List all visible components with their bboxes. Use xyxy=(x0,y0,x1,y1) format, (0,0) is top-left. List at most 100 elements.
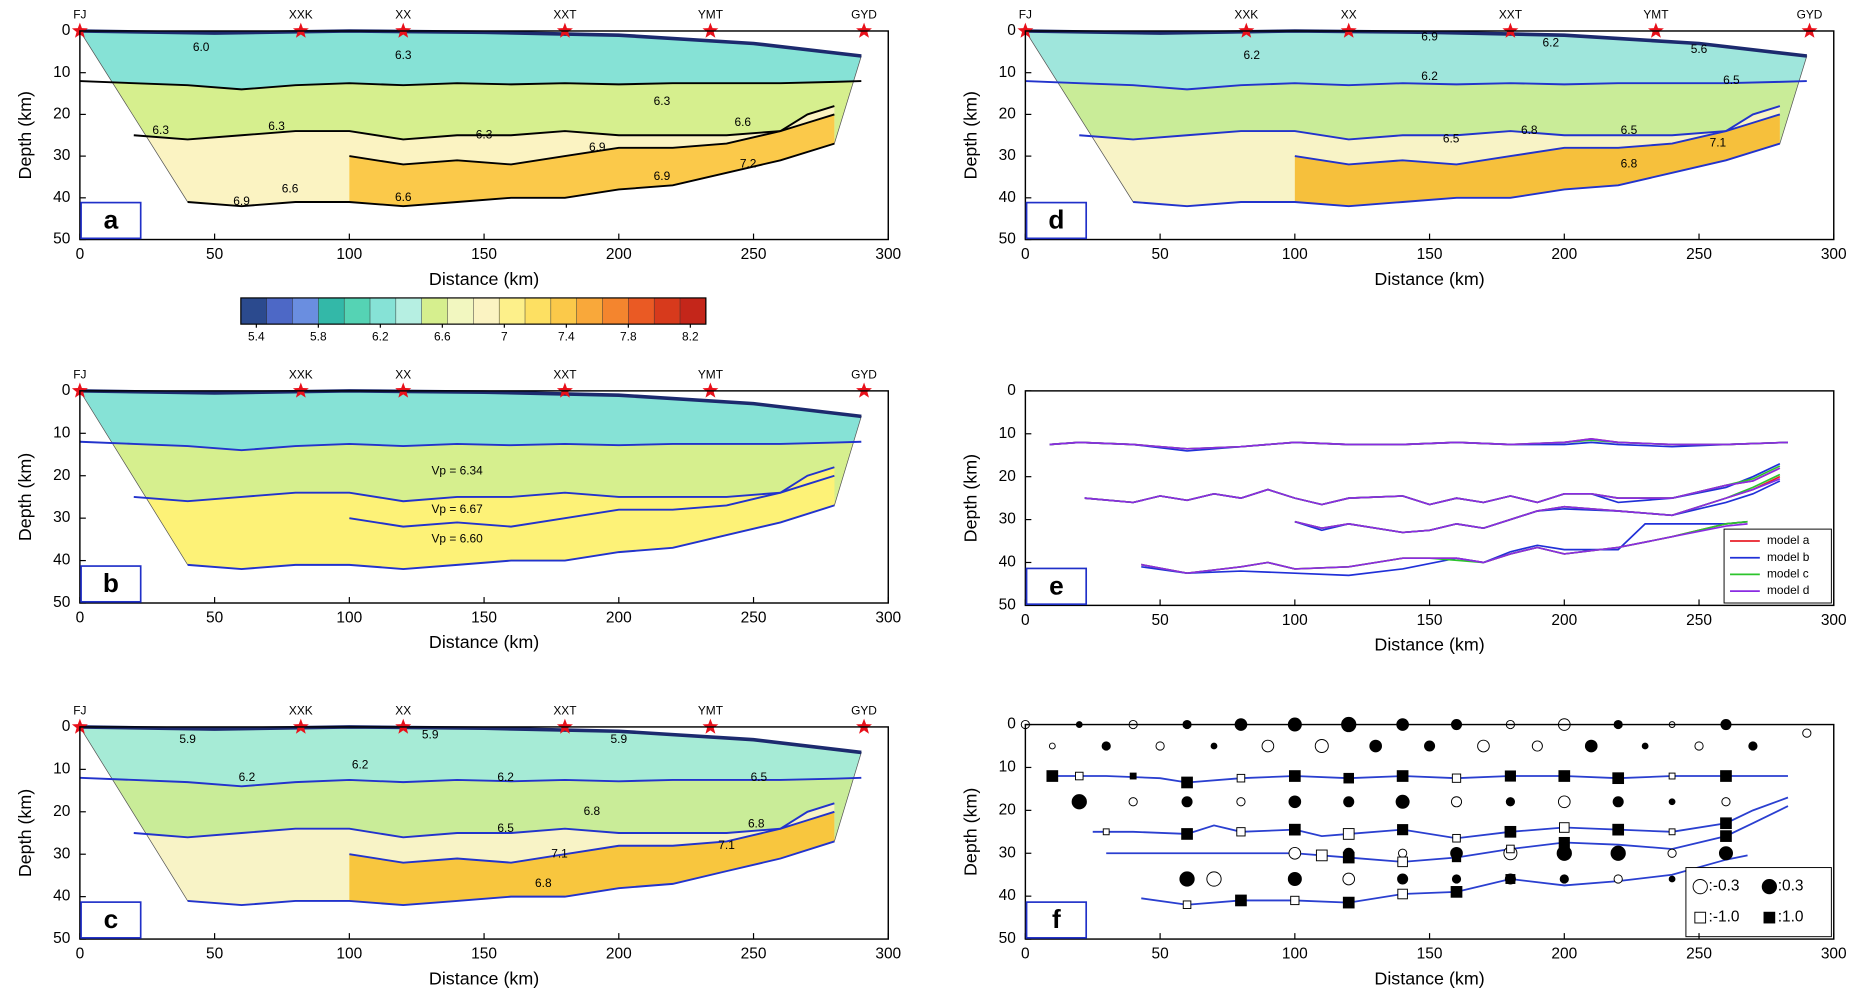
station-label: XX xyxy=(395,368,411,382)
legend-symbol xyxy=(1763,911,1776,924)
residual-circle xyxy=(1179,871,1195,887)
x-tick-label: 100 xyxy=(336,610,362,627)
colorbar-cell xyxy=(473,297,500,325)
contour-label: Vp = 6.67 xyxy=(431,502,483,516)
y-tick-label: 10 xyxy=(999,64,1016,81)
y-axis-title: Depth (km) xyxy=(960,91,980,179)
station-star xyxy=(1801,22,1818,38)
x-tick-label: 100 xyxy=(1282,246,1308,263)
residual-circle xyxy=(1397,873,1409,885)
station-label: FJ xyxy=(1019,8,1032,22)
station-star xyxy=(71,718,88,734)
residual-square xyxy=(1235,894,1247,907)
model-line xyxy=(1049,438,1789,450)
station-label: XX xyxy=(395,8,411,22)
residual-circle xyxy=(1668,798,1676,806)
station-label: XXT xyxy=(1499,8,1522,22)
y-tick-label: 0 xyxy=(62,718,71,735)
contour-label: 5.9 xyxy=(179,732,196,746)
residual-circle xyxy=(1450,796,1463,808)
colorbar-cell xyxy=(292,297,319,325)
x-tick-label: 50 xyxy=(206,246,223,263)
x-axis-title: Distance (km) xyxy=(1374,269,1484,289)
y-tick-label: 30 xyxy=(999,511,1016,528)
residual-circle xyxy=(1261,739,1275,753)
residual-square xyxy=(1612,823,1625,836)
station-label: YMT xyxy=(698,368,723,382)
x-axis-title: Distance (km) xyxy=(429,632,539,652)
contour-label: 6.6 xyxy=(734,115,751,129)
y-tick-label: 40 xyxy=(999,554,1016,571)
x-axis-title: Distance (km) xyxy=(429,269,539,289)
y-tick-label: 50 xyxy=(53,594,70,611)
legend-label: model d xyxy=(1767,583,1809,597)
contour-label: 6.8 xyxy=(1521,123,1538,137)
y-tick-label: 10 xyxy=(999,425,1016,442)
y-tick-label: 20 xyxy=(999,801,1016,818)
residual-circle xyxy=(1101,741,1111,751)
y-tick-label: 10 xyxy=(53,424,70,441)
contour-label: 6.8 xyxy=(748,817,765,831)
colorbar-frame xyxy=(240,297,707,325)
residual-circle xyxy=(1424,740,1436,752)
y-tick-label: 20 xyxy=(53,467,70,484)
residual-circle xyxy=(1342,872,1356,886)
residual-circle xyxy=(1451,874,1462,884)
panel-label-box xyxy=(1025,567,1088,606)
contour-label: 5.6 xyxy=(1691,42,1708,56)
residual-square xyxy=(1720,830,1732,842)
colorbar-label: 7 xyxy=(501,329,508,343)
station-star xyxy=(395,22,412,38)
station-label: YMT xyxy=(698,8,723,22)
residual-square xyxy=(1236,773,1246,783)
residual-circle xyxy=(1610,845,1626,861)
y-tick-label: 30 xyxy=(999,147,1016,164)
x-tick-label: 250 xyxy=(1686,246,1712,263)
station-star xyxy=(556,22,573,38)
residual-square xyxy=(1181,828,1193,840)
residual-square xyxy=(1182,900,1192,910)
station-star xyxy=(292,382,309,398)
colorbar-cell xyxy=(318,297,345,325)
residual-square xyxy=(1451,852,1462,863)
contour-label: 6.3 xyxy=(395,48,412,62)
panel: :-0.3:0.3:-1.0:1.0 0 50 100 150 200 250 300 0 10 2… xyxy=(960,716,1846,989)
y-tick-label: 40 xyxy=(53,552,70,569)
residual-square xyxy=(1506,844,1515,854)
station-label: XXK xyxy=(289,704,313,718)
y-tick-label: 30 xyxy=(53,147,70,164)
surface-line xyxy=(79,725,862,755)
contour-label: 6.3 xyxy=(152,123,169,137)
residual-circle xyxy=(1343,796,1355,808)
residual-circle xyxy=(1613,874,1623,884)
residual-circle xyxy=(1559,874,1569,884)
station-label: XXT xyxy=(553,8,576,22)
colorbar-cell xyxy=(679,297,707,325)
station-label: YMT xyxy=(1643,8,1668,22)
x-tick-label: 50 xyxy=(1151,612,1168,629)
x-axis-title: Distance (km) xyxy=(1374,635,1484,655)
panel: Vp = 6.34 Vp = 6.67 Vp = 6.60 FJ XXK XX XXT YMT… xyxy=(15,368,901,653)
station-star xyxy=(856,382,872,398)
contour-label: 6.9 xyxy=(1421,29,1438,43)
residual-square xyxy=(1343,772,1355,784)
y-tick-label: 40 xyxy=(53,888,70,905)
colorbar-cell xyxy=(266,297,294,325)
colorbar-cell xyxy=(447,297,474,325)
colorbar-cell xyxy=(653,297,681,325)
y-axis-title: Depth (km) xyxy=(15,789,35,877)
x-tick-label: 0 xyxy=(76,246,85,263)
contour-label: 6.6 xyxy=(282,182,299,196)
x-tick-label: 150 xyxy=(1417,246,1443,263)
colorbar-label: 6.2 xyxy=(372,329,389,343)
y-tick-label: 30 xyxy=(999,844,1016,861)
interface-line xyxy=(1294,113,1781,166)
x-tick-label: 200 xyxy=(606,246,632,263)
interface-line xyxy=(133,105,835,141)
residual-circle xyxy=(1288,846,1302,860)
station-star xyxy=(395,718,412,734)
station-star xyxy=(71,382,88,398)
station-label: FJ xyxy=(73,8,86,22)
x-tick-label: 300 xyxy=(875,946,901,963)
residual-square xyxy=(1290,895,1300,906)
